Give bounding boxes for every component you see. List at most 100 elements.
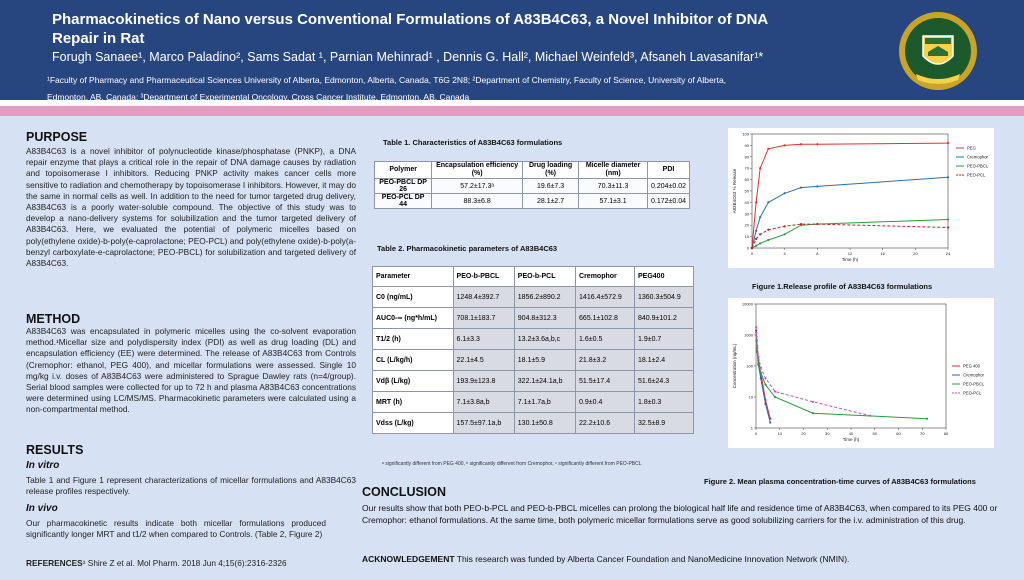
data-point — [811, 400, 815, 403]
series-line-peg — [751, 142, 949, 249]
table-cell: 13.2±3.6a,b,c — [513, 328, 577, 350]
y-tick-label: 10 — [745, 234, 750, 239]
method-heading: METHOD — [26, 312, 81, 326]
table-row: C0 (ng/mL) 1248.4±392.7 1856.2±890.2 1416.4… — [372, 286, 694, 308]
results-heading: RESULTS — [26, 443, 84, 457]
x-tick-label: 4 — [784, 251, 787, 256]
table-cell: 19.6±7.3 — [521, 178, 580, 194]
affiliations: ¹Faculty of Pharmacy and Pharmaceutical … — [47, 72, 847, 106]
acknowledgement-label: ACKNOWLEDGEMENT — [362, 554, 455, 564]
references-text: Shire Z et al. Mol Pharm. 2018 Jun 4;15(… — [87, 558, 287, 568]
x-tick-label: 0 — [755, 431, 758, 436]
table-cell: PEO-PCL DP 44 — [373, 193, 433, 209]
data-point — [764, 402, 767, 405]
table-row: CL (L/kg/h) 22.1±4.5 18.1±5.9 21.8±3.2 18.1±… — [372, 349, 694, 371]
table-cell: 1360.3±504.9 — [634, 286, 694, 308]
table-cell: 7.1±1.7a,b — [513, 391, 577, 413]
table-cell: C0 (ng/mL) — [372, 286, 454, 308]
table2-col-header: PEO-b-PCL — [513, 266, 577, 287]
data-point — [783, 233, 786, 236]
purpose-heading: PURPOSE — [26, 130, 88, 144]
x-tick-label: 24 — [946, 251, 951, 256]
table-cell: Vdss (L/kg) — [372, 412, 454, 434]
acknowledgement: ACKNOWLEDGEMENT This research was funded… — [362, 553, 1012, 565]
table-cell: 22.2±10.6 — [575, 412, 635, 434]
x-tick-label: 50 — [873, 431, 878, 436]
data-point — [754, 229, 758, 232]
series-line-cremophor — [751, 176, 949, 249]
table-cell: 51.6±24.3 — [634, 370, 694, 392]
x-tick-label: 60 — [896, 431, 901, 436]
purpose-text: A83B4C63 is a novel inhibitor of polynuc… — [26, 146, 356, 269]
data-point — [816, 185, 819, 188]
figure1-chart: 0 4 8 12 16 20 24 0 10 20 30 40 50 60 70 80 90 100 Time (h… — [732, 132, 989, 263]
in-vitro-heading: In vitro — [26, 460, 60, 471]
table-cell: 157.5±97.1a,b — [452, 412, 515, 434]
x-axis-label: Time (h) — [842, 257, 859, 262]
x-tick-label: 8 — [816, 251, 819, 256]
table-cell: 70.3±11.3 — [578, 178, 648, 194]
data-point — [757, 355, 760, 358]
in-vitro-text: Table 1 and Figure 1 represent character… — [26, 475, 356, 497]
y-tick-label: 70 — [745, 166, 750, 171]
legend-label: PEO-PBCL — [963, 382, 985, 387]
data-point — [754, 237, 758, 240]
table-cell: MRT (h) — [372, 391, 454, 413]
y-tick-label: 100 — [742, 132, 749, 137]
table1-col-header: Drug loading (%) — [521, 161, 580, 179]
figure2-caption: Figure 2. Mean plasma concentration-time… — [704, 477, 976, 486]
x-tick-label: 30 — [825, 431, 830, 436]
table2-header-row: Parameter PEO-b-PBCL PEO-b-PCL Cremophor… — [372, 266, 694, 287]
table-cell: 130.1±50.8 — [513, 412, 577, 434]
x-tick-label: 80 — [944, 431, 949, 436]
series-line-peo-pbcl — [751, 219, 949, 249]
table-cell: 904.8±312.3 — [513, 307, 577, 329]
legend-label: Cremophor — [963, 373, 985, 378]
y-axis-label: A83B4C63 % Release — [732, 168, 737, 213]
table-cell: 6.1±3.3 — [452, 328, 515, 350]
university-logo-icon — [899, 12, 977, 90]
table-cell: 51.5±17.4 — [575, 370, 635, 392]
data-point — [759, 242, 762, 245]
poster-header: Pharmacokinetics of Nano versus Conventi… — [0, 0, 1024, 102]
x-tick-label: 10 — [778, 431, 783, 436]
references: REFERENCES¹ Shire Z et al. Mol Pharm. 20… — [26, 558, 356, 569]
table-cell: 322.1±24.1a,b — [513, 370, 577, 392]
data-point — [759, 216, 762, 219]
y-tick-label: 30 — [745, 211, 750, 216]
table-cell: T1/2 (h) — [372, 328, 454, 350]
data-point — [755, 325, 758, 329]
x-axis-label: Time (h) — [843, 437, 860, 442]
table1-col-header: PDI — [646, 161, 691, 179]
method-text: A83B4C63 was encapsulated in polymeric m… — [26, 326, 356, 415]
data-point — [946, 226, 950, 229]
table-cell: 1248.4±392.7 — [452, 286, 515, 308]
y-tick-label: 90 — [745, 143, 750, 148]
table-cell: 665.1±102.8 — [575, 307, 635, 329]
x-tick-label: 20 — [913, 251, 918, 256]
table-cell: 1.8±0.3 — [634, 391, 694, 413]
accent-bar — [0, 106, 1024, 116]
table-cell: AUC0-∞ (ng*h/mL) — [372, 307, 454, 329]
data-point — [946, 142, 950, 145]
legend-label: PEO-PBCL — [967, 164, 989, 169]
data-point — [946, 176, 950, 179]
y-axis-label: Concentration (ng/mL) — [732, 343, 737, 388]
y-tick-label: 1 — [751, 426, 754, 431]
data-point — [759, 366, 762, 369]
data-point — [925, 417, 929, 420]
table2-col-header: PEG400 — [634, 266, 694, 287]
poster-title: Pharmacokinetics of Nano versus Conventi… — [52, 11, 768, 47]
y-tick-label: 10 — [749, 395, 754, 400]
table-cell: 1.6±0.5 — [575, 328, 635, 350]
data-point — [767, 147, 770, 150]
in-vivo-text: Our pharmacokinetic results indicate bot… — [26, 518, 326, 540]
data-point — [759, 167, 762, 170]
table-cell: 0.204±0.02 — [646, 178, 691, 194]
y-tick-label: 40 — [745, 200, 750, 205]
data-point — [759, 233, 762, 236]
table-row: Vdβ (L/kg) 193.9±123.8 322.1±24.1a,b 51.5±1… — [372, 370, 694, 392]
data-point — [756, 344, 759, 347]
table-row: Vdss (L/kg) 157.5±97.1a,b 130.1±50.8 22.2±1… — [372, 412, 694, 434]
legend-label: PEG — [967, 146, 976, 151]
